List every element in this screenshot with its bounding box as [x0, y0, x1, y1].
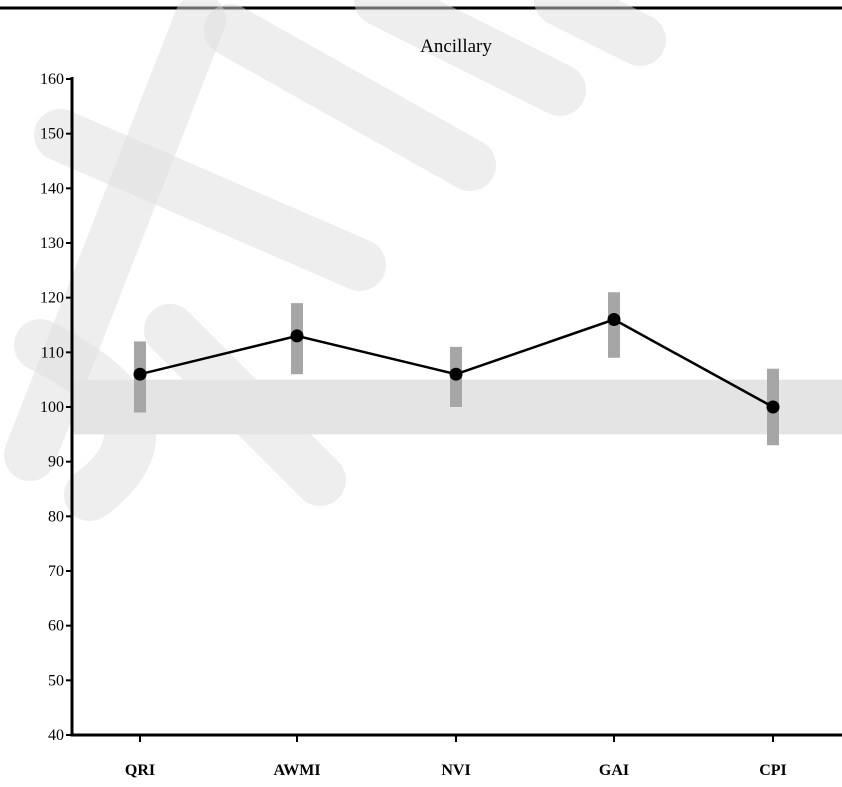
y-tick-label: 110: [41, 344, 64, 361]
data-point-gai: [607, 313, 621, 327]
y-tick-label: 150: [40, 126, 64, 143]
y-tick-label: 40: [48, 727, 64, 744]
y-tick-label: 80: [48, 508, 64, 525]
x-tick-label-awmi: AWMI: [273, 762, 320, 779]
y-tick-label: 160: [40, 71, 64, 88]
data-point-awmi: [290, 329, 304, 343]
y-tick-label: 100: [40, 399, 64, 416]
x-ticks: QRI AWMI NVI GAI CPI: [125, 735, 787, 779]
watermark-stroke: [4, 0, 226, 481]
x-tick-label-gai: GAI: [599, 762, 629, 779]
watermark-stroke: [34, 109, 386, 291]
y-tick-label: 70: [48, 563, 64, 580]
y-tick-label: 130: [40, 235, 64, 252]
watermark-stroke: [534, 0, 666, 66]
data-points: [133, 313, 780, 414]
y-tick-label: 140: [40, 180, 64, 197]
x-tick-label-qri: QRI: [125, 762, 155, 779]
x-tick-label-nvi: NVI: [441, 762, 470, 779]
watermark-stroke: [354, 0, 586, 116]
y-tick-label: 120: [40, 290, 64, 307]
y-tick-label: 50: [48, 672, 64, 689]
chart-title: Ancillary: [420, 36, 492, 57]
y-tick-label: 60: [48, 618, 64, 635]
x-tick-label-cpi: CPI: [759, 762, 787, 779]
y-ticks: 40 50 60 70 80 90 100 110 120 130 140 150 160: [40, 71, 72, 744]
data-point-qri: [133, 367, 147, 381]
y-tick-label: 90: [48, 454, 64, 471]
data-point-nvi: [449, 367, 463, 381]
watermark: [4, 0, 666, 521]
watermark-stroke: [204, 4, 496, 191]
data-point-cpi: [766, 400, 780, 414]
